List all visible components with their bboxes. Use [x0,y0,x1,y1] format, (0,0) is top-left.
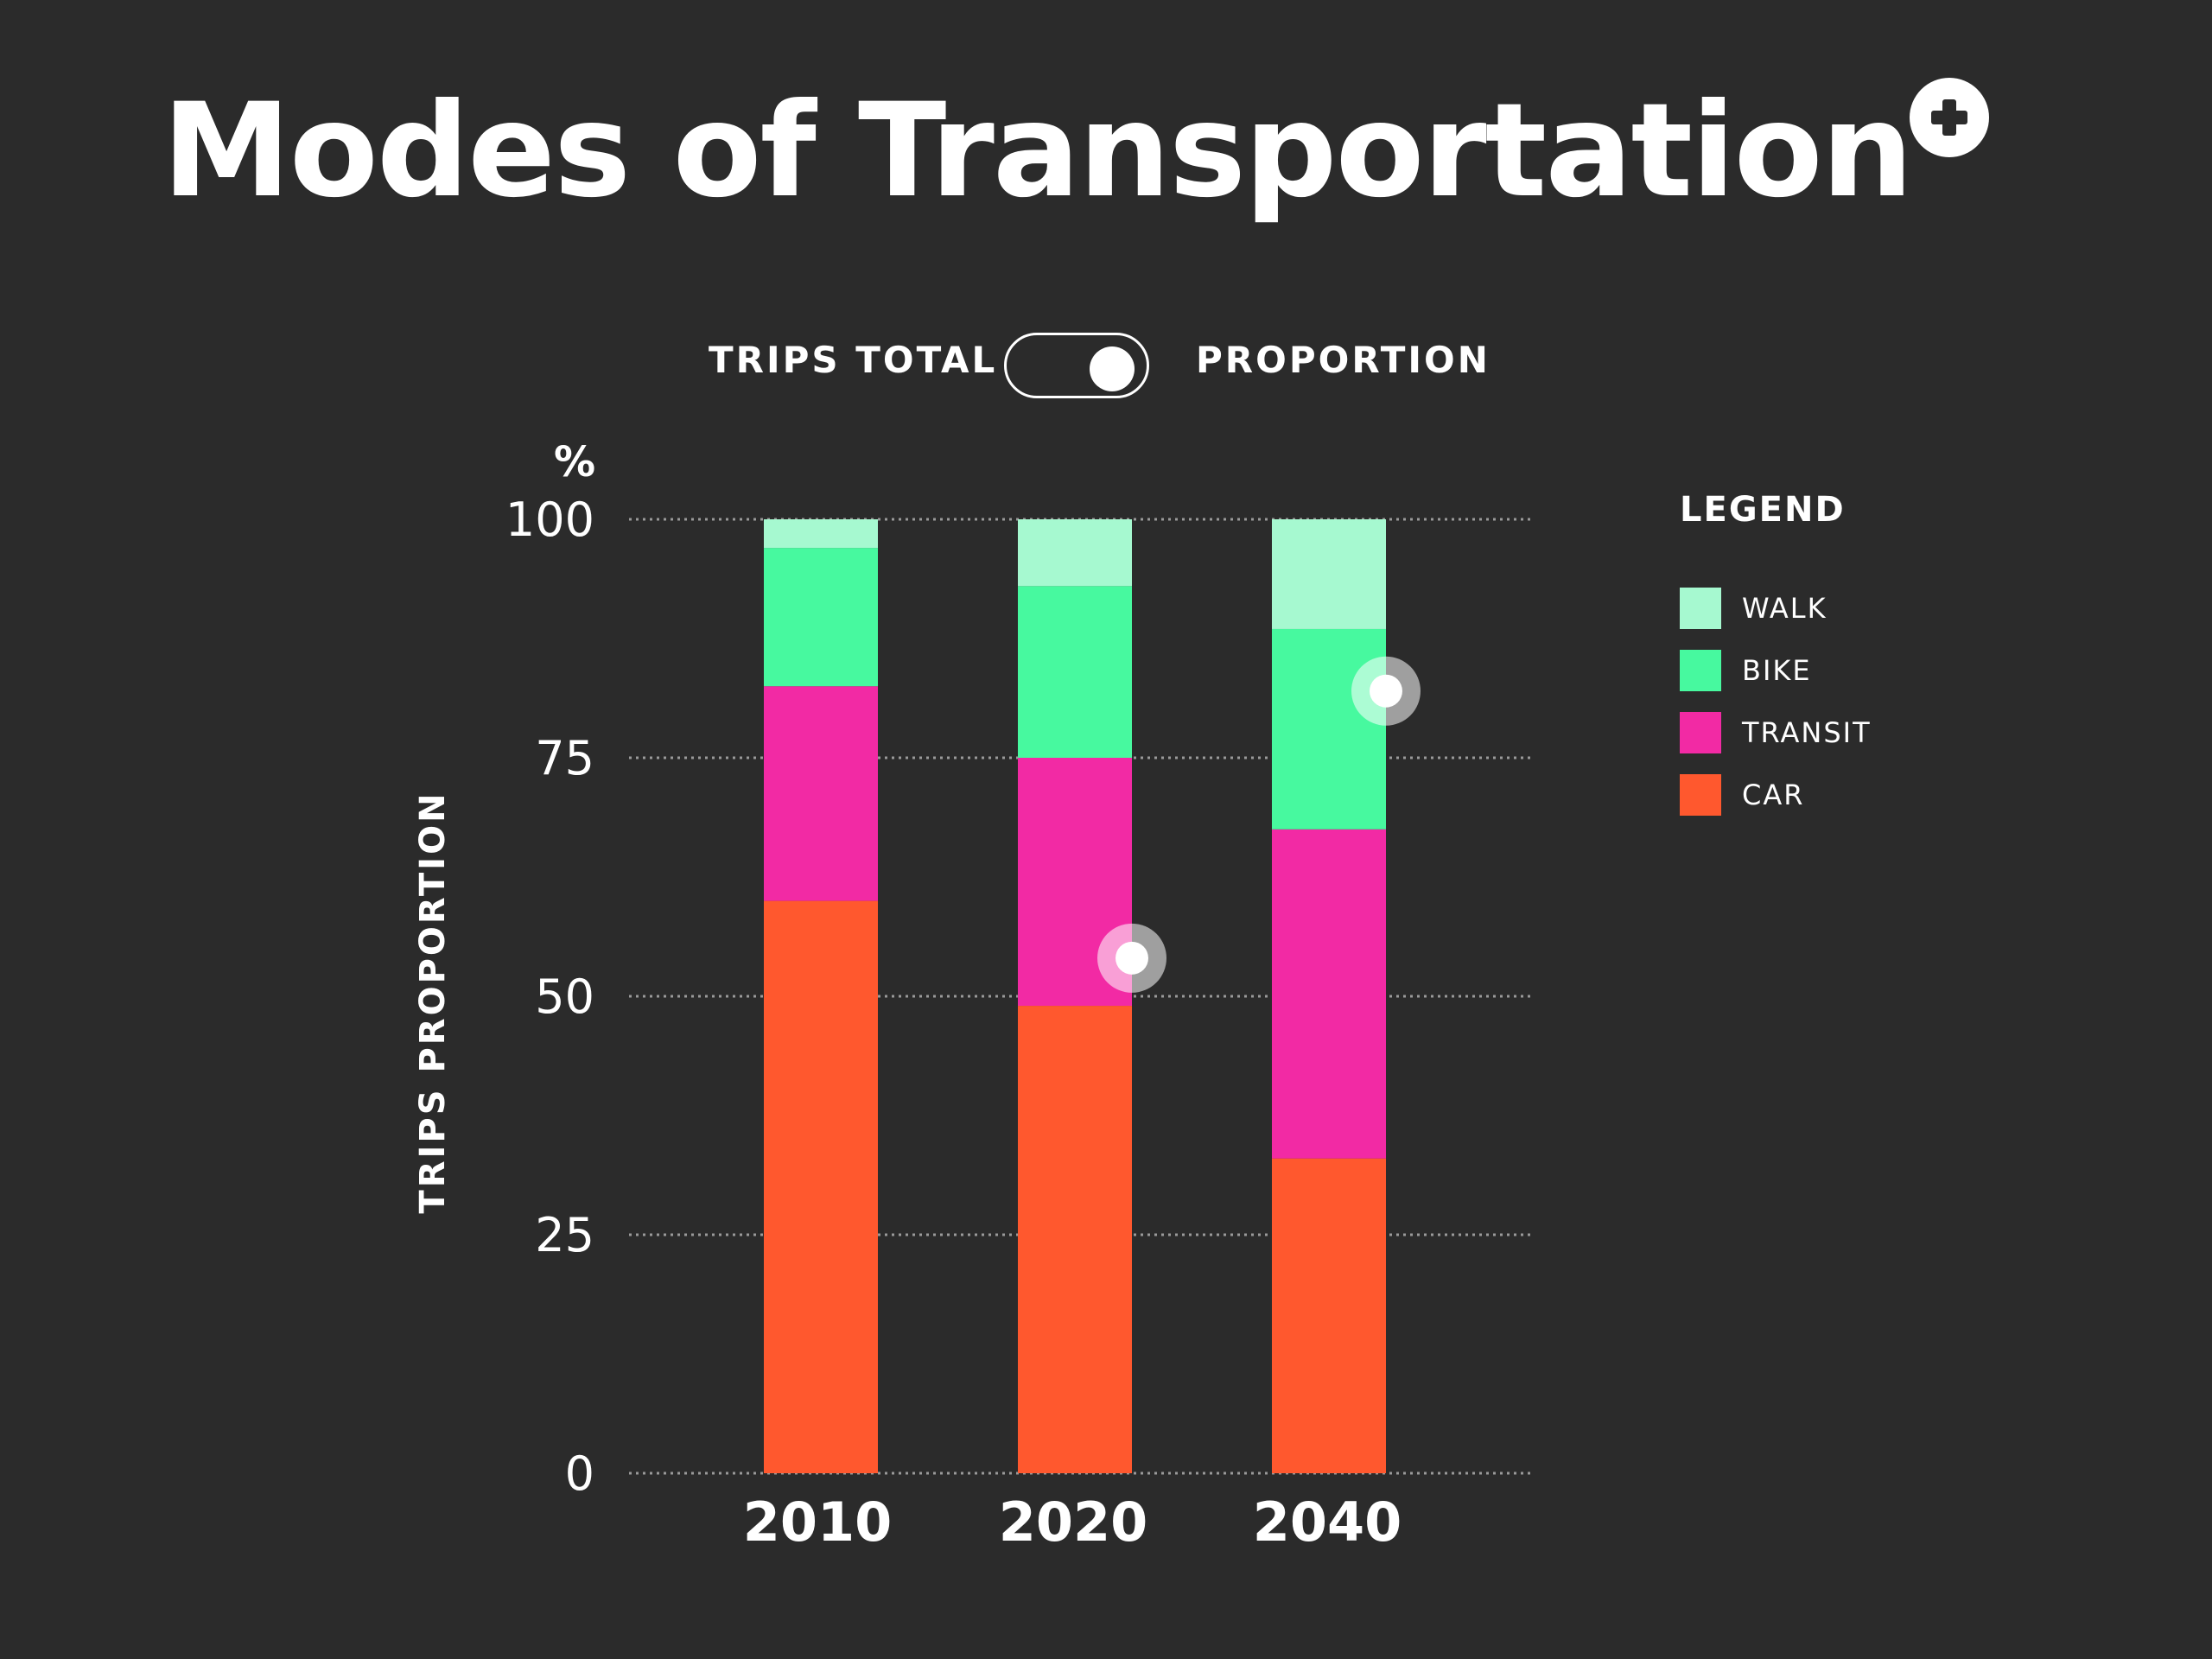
bar-2020-car [1018,1006,1132,1473]
view-toggle-switch[interactable] [1004,333,1149,398]
legend-item-car[interactable]: CAR [1680,772,1872,817]
bar-2010-walk [764,519,878,549]
y-tick-label-25: 25 [535,1208,594,1262]
legend-item-transit[interactable]: TRANSIT [1680,710,1872,755]
bar-2010-bike [764,548,878,687]
legend-swatch-walk [1680,588,1721,629]
legend-item-walk[interactable]: WALK [1680,586,1872,631]
bar-2010-car [764,900,878,1473]
y-axis-title: TRIPS PROPORTION [413,791,453,1213]
legend-label-walk: WALK [1742,592,1827,625]
legend-swatch-transit [1680,712,1721,753]
legend-item-bike[interactable]: BIKE [1680,648,1872,693]
legend-label-car: CAR [1742,779,1805,811]
y-tick-label-75: 75 [535,731,594,785]
page-title: Modes of Transportation [162,76,1914,226]
bar-2040-transit [1272,829,1386,1159]
toggle-label-proportion[interactable]: PROPORTION [1196,339,1491,381]
bar-2010-transit [764,686,878,901]
y-unit-label: % [554,438,595,486]
legend-label-bike: BIKE [1742,654,1812,687]
bar-2040-walk [1272,519,1386,629]
toggle-knob[interactable] [1090,346,1135,391]
x-tick-label-2040: 2040 [1253,1491,1402,1554]
bar-2020-bike [1018,586,1132,758]
y-tick-label-50: 50 [535,969,594,1024]
toggle-label-trips-total[interactable]: TRIPS TOTAL [709,339,998,381]
legend-swatch-car [1680,774,1721,816]
legend-swatch-bike [1680,650,1721,691]
data-marker-2040[interactable] [1370,674,1402,708]
y-tick-label-100: 100 [505,493,594,547]
x-tick-label-2010: 2010 [743,1491,893,1554]
legend-title: LEGEND [1680,490,1846,530]
legend: LEGEND WALK BIKE TRANSIT CAR [1680,493,1872,835]
legend-label-transit: TRANSIT [1742,716,1872,749]
y-tick-label-0: 0 [565,1446,594,1501]
bar-2040-bike [1272,628,1386,830]
data-marker-2020[interactable] [1116,941,1148,975]
add-button[interactable] [1910,78,1989,157]
x-tick-label-2020: 2020 [999,1491,1148,1554]
bar-2040-car [1272,1158,1386,1473]
bar-2020-walk [1018,519,1132,587]
